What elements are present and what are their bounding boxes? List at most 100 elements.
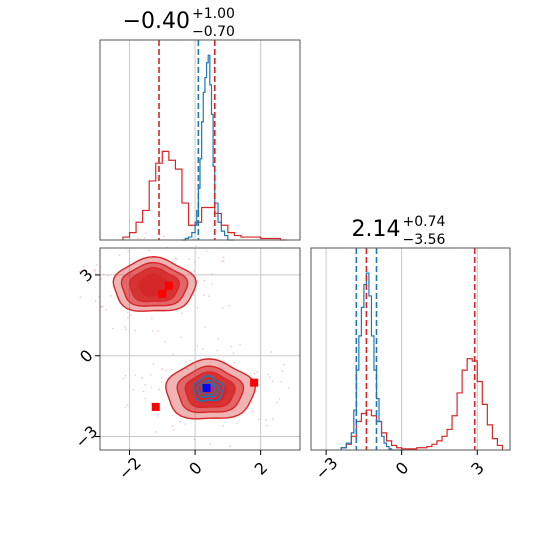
panel-title-minus: −0.70 (192, 24, 235, 40)
scatter-point (82, 266, 85, 268)
y-tick-label: 3 (76, 265, 97, 286)
axes-frame (99, 247, 301, 451)
scatter-point (161, 368, 164, 370)
scatter-point (126, 404, 129, 406)
scatter-point (107, 275, 109, 277)
scatter-point (140, 377, 143, 379)
scatter-point (258, 418, 260, 421)
x-tick-label: 2 (251, 458, 272, 479)
scatter-point (124, 406, 127, 409)
scatter-point (217, 337, 220, 340)
scatter-point (170, 368, 173, 371)
scatter-point (132, 389, 134, 391)
scatter-point (102, 273, 105, 275)
scatter-point (233, 361, 236, 364)
scatter-point (158, 233, 161, 236)
histogram-panel-param2: 2.14 +0.74 −3.56 −3 0 3 (310, 214, 511, 483)
x-tick-label: 0 (185, 458, 206, 479)
scatter-point (172, 425, 174, 427)
x-tick-label: 0 (392, 458, 413, 479)
scatter-point (129, 314, 131, 317)
scatter-point (265, 419, 267, 422)
y-tick-label: −3 (71, 422, 101, 452)
scatter-point (155, 431, 157, 433)
scatter-point (221, 260, 224, 263)
scatter-point (142, 390, 145, 393)
scatter-point (124, 328, 127, 331)
x-tick-label: −2 (115, 453, 145, 483)
scatter-point (193, 261, 196, 263)
scatter-point (235, 422, 238, 425)
scatter-point (150, 386, 153, 388)
blue-contour-level (200, 382, 216, 396)
scatter-point (127, 317, 129, 319)
scatter-point (270, 351, 273, 353)
scatter-point (143, 237, 146, 239)
scatter-point (127, 250, 129, 253)
scatter-point (196, 345, 199, 347)
contour-panel-2d: −2 0 2 −3 0 3 (71, 232, 301, 483)
scatter-point (118, 254, 121, 256)
scatter-point (278, 398, 281, 400)
scatter-point (94, 269, 97, 271)
scatter-point (228, 445, 231, 447)
scatter-point (180, 336, 182, 339)
scatter-point (102, 305, 104, 308)
scatter-point (222, 256, 224, 258)
scatter-point (179, 420, 181, 423)
scatter-point (156, 415, 159, 417)
scatter-point (232, 352, 235, 355)
y-tick-label: 0 (76, 346, 97, 367)
scatter-point (137, 237, 140, 240)
x-tick-label: 3 (467, 458, 488, 479)
scatter-point (269, 376, 271, 378)
scatter-point (124, 374, 127, 377)
scatter-point (203, 279, 206, 282)
scatter-point (144, 232, 147, 234)
scatter-point (193, 270, 195, 272)
panel-title-median: −0.40 (123, 9, 190, 34)
scatter-point (209, 443, 211, 445)
scatter-point (275, 401, 278, 404)
scatter-point (126, 311, 129, 313)
axes-frame (99, 39, 301, 241)
scatter-point (266, 424, 268, 427)
red-histogram-series (340, 358, 504, 450)
scatter-point (96, 264, 98, 266)
red-square-marker (164, 281, 173, 290)
scatter-point (87, 282, 90, 284)
scatter-point (134, 329, 137, 332)
panel-title-median: 2.14 (352, 217, 401, 242)
scatter-point (112, 327, 114, 330)
scatter-point (193, 438, 196, 441)
scatter-point (100, 306, 102, 308)
scatter-point (228, 304, 230, 307)
scatter-point (149, 374, 152, 376)
scatter-point (152, 363, 155, 365)
scatter-point (205, 250, 208, 252)
scatter-point (165, 369, 168, 372)
panel-title-minus: −3.56 (403, 232, 446, 248)
scatter-point (203, 294, 205, 296)
blue-histogram-series (181, 54, 235, 241)
scatter-point (239, 344, 241, 346)
scatter-point (222, 307, 224, 309)
scatter-point (272, 418, 274, 420)
scatter-point (78, 271, 81, 273)
scatter-point (210, 273, 213, 275)
scatter-point (211, 283, 214, 285)
scatter-point (195, 245, 197, 247)
scatter-point (174, 257, 176, 259)
panel-title-plus: +1.00 (192, 6, 235, 22)
scatter-point (181, 312, 183, 315)
scatter-point (105, 308, 108, 311)
scatter-point (253, 372, 256, 375)
red-square-marker (250, 378, 259, 387)
blue-contour-level (196, 379, 221, 398)
scatter-point (201, 348, 204, 350)
red-square-marker (151, 402, 160, 411)
scatter-point (266, 373, 269, 376)
panel-title-plus: +0.74 (403, 214, 446, 230)
scatter-point (176, 258, 178, 260)
